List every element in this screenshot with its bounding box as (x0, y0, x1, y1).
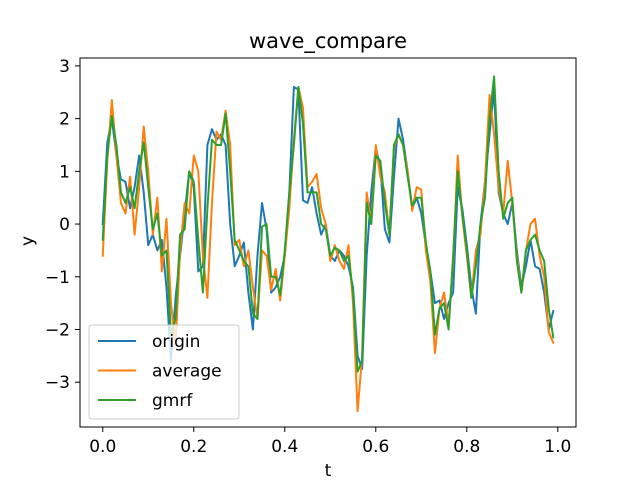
legend-label-gmrf: gmrf (152, 391, 193, 411)
y-tick-label: 0 (59, 215, 70, 235)
y-tick-label: −3 (45, 373, 70, 393)
x-axis-label: t (325, 461, 332, 480)
x-axis-ticks: 0.0 0.2 0.4 0.6 0.8 1.0 (89, 427, 571, 457)
series-line-gmrf (101, 75, 555, 373)
legend-label-average: average (152, 362, 222, 382)
y-tick-label: 2 (59, 110, 70, 130)
y-tick-label: 3 (59, 57, 70, 77)
x-tick-label: 0.8 (453, 437, 480, 457)
x-tick-label: 0.4 (271, 437, 298, 457)
y-tick-label: −2 (45, 320, 70, 340)
x-tick-label: 1.0 (544, 437, 571, 457)
x-tick-label: 0.0 (89, 437, 116, 457)
chart-title: wave_compare (249, 29, 407, 54)
x-tick-label: 0.6 (362, 437, 389, 457)
y-tick-label: 1 (59, 162, 70, 182)
legend-box (88, 324, 240, 420)
axes-frame (79, 57, 577, 428)
y-axis-ticks: −3 −2 −1 0 1 2 3 (45, 57, 80, 393)
legend-label-origin: origin (152, 332, 200, 352)
x-tick-label: 0.2 (180, 437, 207, 457)
legend: origin average gmrf (88, 324, 240, 420)
y-axis-label: y (18, 236, 38, 246)
y-tick-label: −1 (45, 268, 70, 288)
